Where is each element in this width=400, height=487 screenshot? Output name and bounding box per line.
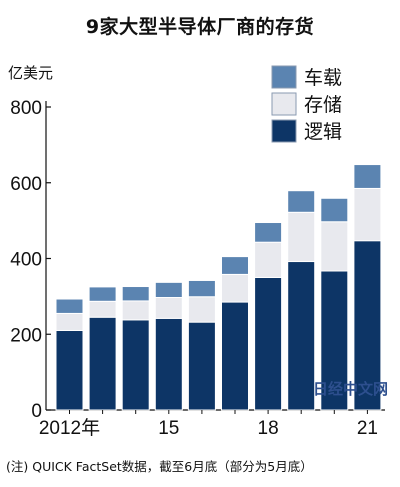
y-tick-label: 200: [10, 325, 42, 346]
bar-segment-vehicle-2018: [254, 222, 283, 243]
bar-segment-storage-2016: [187, 296, 216, 323]
bar-segment-vehicle-2019: [287, 190, 316, 213]
bar-segment-storage-2019: [287, 211, 316, 263]
bar-segment-storage-2020: [320, 221, 349, 272]
bar-segment-logic-2013: [88, 316, 117, 411]
legend-swatch: [271, 65, 297, 89]
watermark-text: 日经中文网: [313, 380, 388, 398]
bar-segment-logic-2018: [254, 276, 283, 411]
chart-title: 9家大型半导体厂商的存货: [85, 16, 315, 38]
bar-segment-vehicle-2015: [154, 281, 183, 299]
y-tick-label: 800: [10, 98, 42, 119]
y-tick-label: 0: [31, 401, 42, 422]
bar-segment-logic-2015: [154, 317, 183, 411]
legend-swatch: [271, 119, 297, 143]
bar-segment-vehicle-2013: [88, 286, 117, 302]
legend-label: 车载: [304, 67, 342, 89]
y-tick-label: 400: [10, 250, 42, 271]
legend-label: 逻辑: [304, 121, 342, 143]
bar-segment-storage-2018: [254, 241, 283, 278]
legend-swatch: [271, 92, 297, 116]
x-tick-label: 21: [357, 418, 378, 439]
y-axis-unit-label: 亿美元: [8, 64, 54, 82]
bar-segment-vehicle-2014: [121, 286, 150, 302]
bar-segment-vehicle-2012: [55, 298, 84, 314]
bar-segment-vehicle-2020: [320, 197, 349, 223]
x-tick-label: 15: [158, 418, 179, 439]
bar-segment-logic-2016: [187, 321, 216, 411]
bar-segment-storage-2021: [353, 187, 382, 242]
x-tick-label: 18: [258, 418, 279, 439]
bar-segment-logic-2012: [55, 329, 84, 411]
source-note: (注) QUICK FactSet数据，截至6月底（部分为5月底）: [6, 459, 313, 474]
bar-segment-storage-2013: [88, 300, 117, 318]
bar-segment-logic-2017: [221, 301, 249, 411]
y-tick-label: 600: [10, 174, 42, 195]
x-tick-label: 2012年: [39, 417, 100, 439]
bar-segment-storage-2012: [55, 312, 84, 331]
bar-segment-logic-2021: [353, 240, 382, 411]
legend-label: 存储: [304, 94, 342, 116]
bar-segment-storage-2017: [221, 273, 249, 303]
bar-segment-vehicle-2017: [221, 256, 249, 275]
bar-segment-vehicle-2016: [187, 279, 216, 298]
bar-segment-storage-2014: [121, 300, 150, 321]
bar-segment-storage-2015: [154, 297, 183, 319]
bar-segment-logic-2014: [121, 319, 150, 411]
bar-segment-logic-2019: [287, 261, 316, 411]
bar-segment-vehicle-2021: [353, 164, 382, 189]
